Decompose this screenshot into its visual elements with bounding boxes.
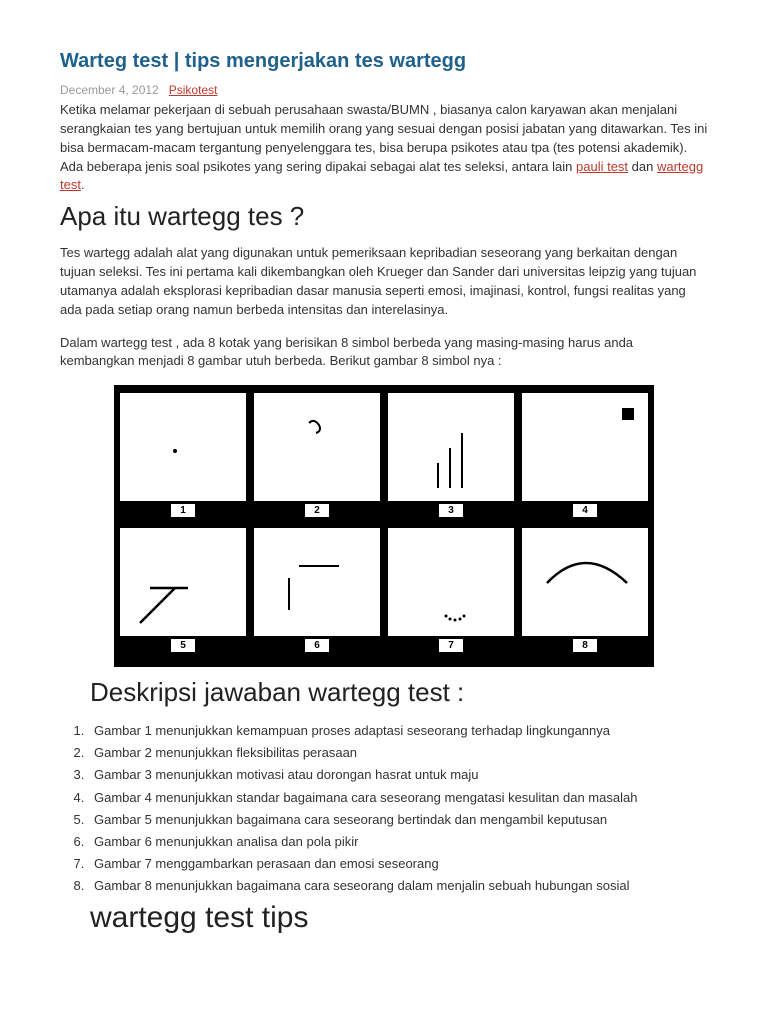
list-item: Gambar 1 menunjukkan kemampuan proses ad… xyxy=(88,720,708,742)
heading-what-is: Apa itu wartegg tes ? xyxy=(60,201,708,232)
list-item: Gambar 7 menggambarkan perasaan dan emos… xyxy=(88,853,708,875)
cell-label-1: 1 xyxy=(170,503,196,518)
intro-paragraph: Ketika melamar pekerjaan di sebuah perus… xyxy=(60,101,708,195)
wartegg-cell-1: 1 xyxy=(120,393,246,518)
list-item: Gambar 6 menunjukkan analisa dan pola pi… xyxy=(88,831,708,853)
page-title: Warteg test | tips mengerjakan tes warte… xyxy=(60,50,708,73)
intro-text-3: . xyxy=(81,177,85,192)
paragraph-1: Tes wartegg adalah alat yang digunakan u… xyxy=(60,244,708,319)
cell-label-6: 6 xyxy=(304,638,330,653)
cell-label-7: 7 xyxy=(438,638,464,653)
wartegg-cell-5: 5 xyxy=(120,528,246,653)
list-item: Gambar 8 menunjukkan bagaimana cara sese… xyxy=(88,875,708,897)
list-item: Gambar 2 menunjukkan fleksibilitas peras… xyxy=(88,742,708,764)
post-meta: December 4, 2012 Psikotest xyxy=(60,83,708,97)
intro-text-2: dan xyxy=(628,159,657,174)
wartegg-figure: 1 2 3 xyxy=(114,385,654,667)
wartegg-row-2: 5 6 xyxy=(120,528,648,653)
wartegg-cell-2: 2 xyxy=(254,393,380,518)
wartegg-cell-7: 7 xyxy=(388,528,514,653)
description-list: Gambar 1 menunjukkan kemampuan proses ad… xyxy=(60,720,708,897)
cell-label-4: 4 xyxy=(572,503,598,518)
wartegg-cell-3: 3 xyxy=(388,393,514,518)
list-item: Gambar 4 menunjukkan standar bagaimana c… xyxy=(88,787,708,809)
cell-label-2: 2 xyxy=(304,503,330,518)
list-item: Gambar 3 menunjukkan motivasi atau doron… xyxy=(88,764,708,786)
cell-label-8: 8 xyxy=(572,638,598,653)
heading-description: Deskripsi jawaban wartegg test : xyxy=(90,677,708,708)
wartegg-cell-4: 4 xyxy=(522,393,648,518)
wartegg-row-1: 1 2 3 xyxy=(120,393,648,518)
list-item: Gambar 5 menunjukkan bagaimana cara sese… xyxy=(88,809,708,831)
wartegg-cell-8: 8 xyxy=(522,528,648,653)
document-page: Warteg test | tips mengerjakan tes warte… xyxy=(0,0,768,975)
heading-tips: wartegg test tips xyxy=(90,901,708,935)
post-date: December 4, 2012 xyxy=(60,83,159,97)
pauli-test-link[interactable]: pauli test xyxy=(576,159,628,174)
wartegg-cell-6: 6 xyxy=(254,528,380,653)
category-link[interactable]: Psikotest xyxy=(169,83,218,97)
paragraph-2: Dalam wartegg test , ada 8 kotak yang be… xyxy=(60,334,708,372)
cell-label-5: 5 xyxy=(170,638,196,653)
cell-label-3: 3 xyxy=(438,503,464,518)
